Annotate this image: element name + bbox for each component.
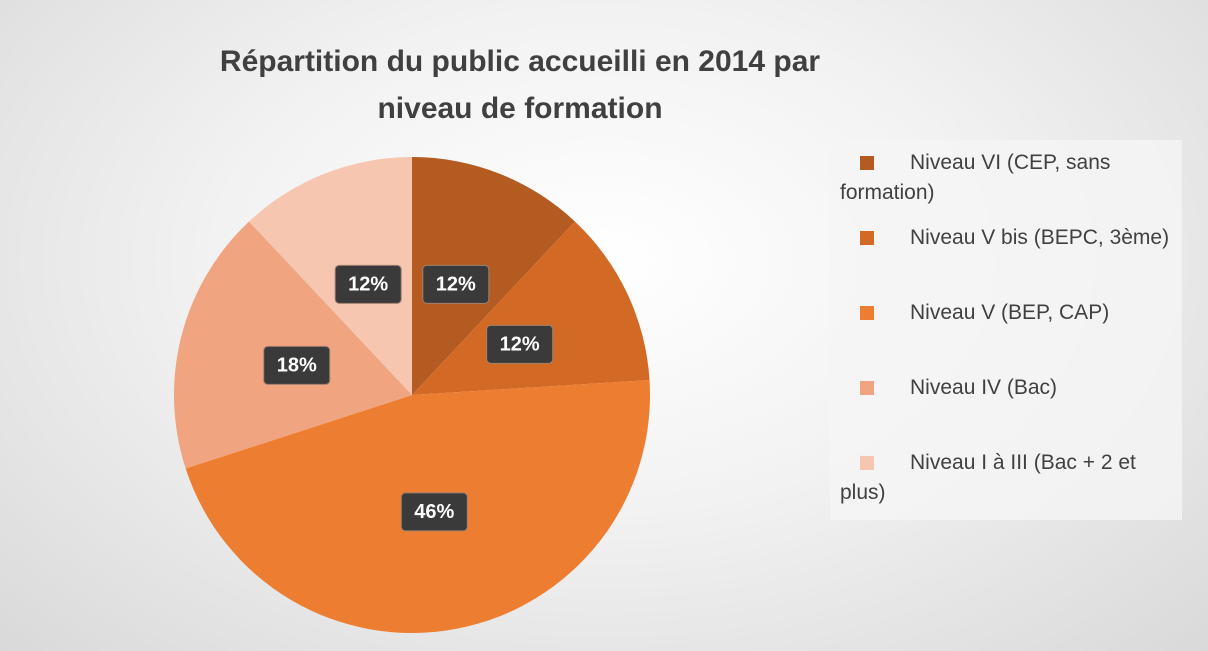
data-label-box — [422, 264, 490, 304]
legend-swatch — [860, 306, 874, 320]
pie-slice — [249, 157, 412, 395]
data-label-box — [400, 492, 468, 532]
legend-label: Niveau V bis (BEPC, 3ème) — [910, 226, 1170, 249]
legend-item: Niveau IV (Bac) — [840, 373, 1170, 403]
pie-slice — [174, 221, 412, 469]
data-label: 12% — [436, 274, 476, 296]
legend-item: Niveau V bis (BEPC, 3ème) — [840, 223, 1170, 253]
legend-item: Niveau I à III (Bac + 2 et plus) — [840, 448, 1170, 508]
data-label-box — [334, 264, 402, 304]
legend-label: Niveau IV (Bac) — [910, 376, 1058, 399]
legend-label: Niveau V (BEP, CAP) — [910, 301, 1110, 324]
legend: Niveau VI (CEP, sans formation) Niveau V … — [830, 140, 1182, 520]
data-label: 12% — [348, 274, 388, 296]
data-label: 46% — [414, 501, 454, 523]
legend-item: Niveau V (BEP, CAP) — [840, 298, 1170, 328]
pie-slice — [412, 221, 650, 395]
data-label-box — [486, 324, 554, 364]
legend-label: Niveau VI (CEP, sans formation) — [840, 151, 1111, 204]
data-label: 12% — [500, 334, 540, 356]
data-label: 18% — [277, 355, 317, 377]
legend-swatch — [860, 231, 874, 245]
legend-swatch — [860, 156, 874, 170]
pie-slice — [412, 157, 575, 395]
legend-item: Niveau VI (CEP, sans formation) — [840, 148, 1170, 208]
chart-title: Répartition du public accueilli en 2014 … — [219, 45, 821, 125]
legend-swatch — [860, 456, 874, 470]
data-label-box — [263, 345, 331, 385]
legend-swatch — [860, 381, 874, 395]
legend-label: Niveau I à III (Bac + 2 et plus) — [840, 451, 1136, 504]
